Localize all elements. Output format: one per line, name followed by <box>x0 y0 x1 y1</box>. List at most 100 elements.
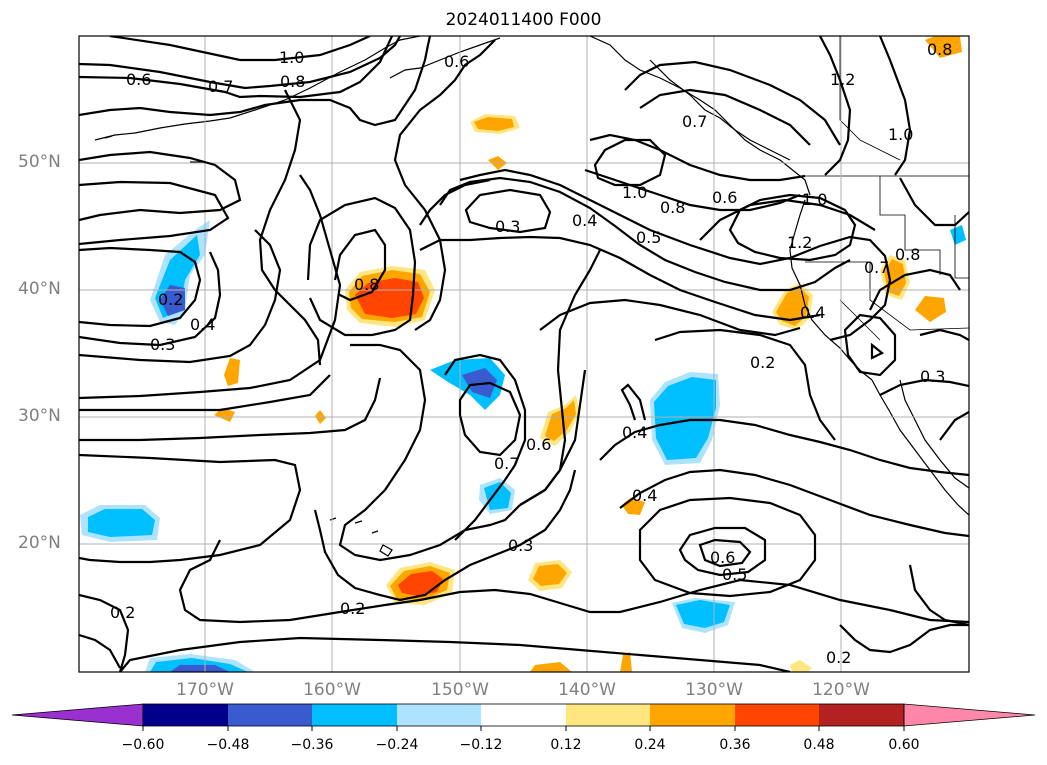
shade-pos <box>925 36 962 58</box>
contour <box>333 228 387 302</box>
contour-label: 1.2 <box>787 233 812 252</box>
shade-pos <box>776 287 809 326</box>
contour <box>584 168 801 212</box>
contour <box>313 469 577 602</box>
contour <box>79 374 331 412</box>
contour <box>599 418 969 477</box>
shade-pos <box>214 408 235 422</box>
contour-labels: 1.0 0.6 0.8 0.6 0.7 0.8 1.2 1.0 0.7 1.0 … <box>110 40 952 667</box>
contour <box>654 328 836 441</box>
contour <box>539 298 801 337</box>
contour <box>620 383 647 421</box>
contour-label: 0.3 <box>508 536 533 555</box>
contour-label: 0.4 <box>190 315 215 334</box>
state-border <box>879 176 941 275</box>
coastline-us-west <box>789 199 873 381</box>
contour-label: 0.2 <box>110 603 135 622</box>
contour-label: 1.0 <box>279 48 304 67</box>
state-border <box>839 299 881 341</box>
contour-label: 0.2 <box>158 290 183 309</box>
contour-label: 1.0 <box>802 190 827 209</box>
colorbar-bin <box>650 704 735 726</box>
contour-label: 0.3 <box>920 367 945 386</box>
contour-label: 0.7 <box>682 112 707 131</box>
shade-pos <box>533 564 567 586</box>
contour <box>624 60 841 146</box>
island <box>104 135 113 139</box>
shade-neg <box>484 482 511 510</box>
contour-label: 0.4 <box>632 486 657 505</box>
contour <box>869 268 961 311</box>
contour-label: 0.3 <box>150 335 175 354</box>
contour-label: 0.4 <box>622 423 647 442</box>
colorbar-bin <box>566 704 650 726</box>
contour <box>870 342 885 360</box>
contour <box>79 251 222 347</box>
coastline-bc-islands <box>649 59 791 161</box>
contour-label: 1.0 <box>888 125 913 144</box>
contour <box>699 198 876 241</box>
lat-label-30n: 30°N <box>18 406 61 426</box>
coastlines <box>94 36 969 557</box>
contour-label: 0.2 <box>750 353 775 372</box>
contour-label: 0.6 <box>710 548 735 567</box>
colorbar-bin <box>735 704 819 726</box>
shaded-regions <box>80 36 966 672</box>
lat-label-20n: 20°N <box>18 533 61 553</box>
coastline-baja-gulf <box>899 379 969 489</box>
borders <box>805 36 969 341</box>
colorbar-tick-label: 0.60 <box>888 737 920 753</box>
colorbar-tick-label: −0.36 <box>290 737 334 753</box>
contour-label: 0.7 <box>864 258 889 277</box>
colorbar-tick-label: −0.60 <box>121 737 165 753</box>
contour <box>519 369 587 506</box>
colorbar-extend-high <box>903 703 1036 727</box>
shade-neg <box>676 600 730 628</box>
colorbar-tick-label: 0.48 <box>803 737 835 753</box>
contour <box>728 193 857 262</box>
shade-neg <box>88 509 155 537</box>
contour <box>839 623 969 654</box>
contour-label: 0.5 <box>636 228 661 247</box>
hawaii <box>329 517 393 557</box>
contour <box>638 496 817 598</box>
lon-label-170w: 170°W <box>176 680 234 700</box>
coastline-alaska-south <box>389 37 501 79</box>
contour <box>878 36 912 176</box>
colorbar-extend-low <box>11 703 144 727</box>
shade-pos <box>224 358 240 386</box>
shade-pos <box>915 296 946 322</box>
lon-label-130w: 130°W <box>685 680 743 700</box>
lon-label-160w: 160°W <box>303 680 361 700</box>
contour <box>79 246 202 328</box>
lon-label-150w: 150°W <box>431 680 489 700</box>
colorbar-bin <box>312 704 397 726</box>
contour-label: 0.7 <box>494 454 519 473</box>
contour-lines <box>79 36 969 672</box>
contour <box>79 180 230 246</box>
contour-label: 0.2 <box>340 599 365 618</box>
shade-neg <box>654 377 716 460</box>
colorbar-bin <box>819 704 904 726</box>
colorbar-bin <box>481 704 566 726</box>
contour <box>459 168 892 342</box>
contour <box>678 526 767 577</box>
map-title: 2024011400 F000 <box>445 10 602 30</box>
colorbar-tick-label: −0.48 <box>206 737 250 753</box>
contour-label: 0.8 <box>280 72 305 91</box>
colorbar-tick-label: −0.24 <box>375 737 419 753</box>
contour-label: 1.0 <box>622 183 647 202</box>
lat-label-40n: 40°N <box>18 279 61 299</box>
contour-label: 1.2 <box>830 70 855 89</box>
shade-pos <box>530 662 572 672</box>
state-border <box>954 215 969 279</box>
contour <box>639 88 811 146</box>
contour-label: 0.8 <box>927 40 952 59</box>
shade-pos <box>790 660 812 672</box>
contour <box>109 36 371 62</box>
lon-label-140w: 140°W <box>558 680 616 700</box>
contour <box>79 174 342 400</box>
coastline-canada <box>589 36 811 196</box>
contour <box>464 188 552 234</box>
